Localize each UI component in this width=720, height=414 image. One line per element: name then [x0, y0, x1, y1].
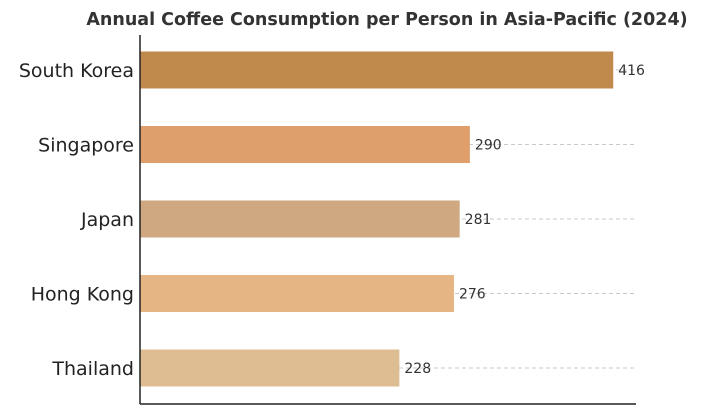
bar-japan — [140, 200, 460, 238]
value-label: 276 — [459, 287, 486, 303]
value-label: 281 — [465, 212, 492, 228]
bar-thailand — [140, 349, 400, 387]
bars — [140, 51, 614, 387]
chart-title: Annual Coffee Consumption per Person in … — [86, 10, 687, 30]
category-labels: South Korea Singapore Japan Hong Kong Thaila… — [19, 60, 134, 380]
value-label: 290 — [475, 138, 502, 154]
category-label: Thailand — [51, 358, 134, 380]
category-label: Hong Kong — [31, 284, 134, 306]
category-label: Singapore — [38, 135, 134, 157]
value-label: 228 — [404, 361, 431, 377]
value-label: 416 — [618, 63, 645, 79]
bar-singapore — [140, 126, 470, 163]
category-label: South Korea — [19, 60, 134, 82]
category-label: Japan — [80, 209, 134, 231]
bar-hong-kong — [140, 275, 454, 312]
value-labels: 416 290 281 276 228 — [404, 63, 645, 377]
bar-south-korea — [140, 51, 614, 89]
